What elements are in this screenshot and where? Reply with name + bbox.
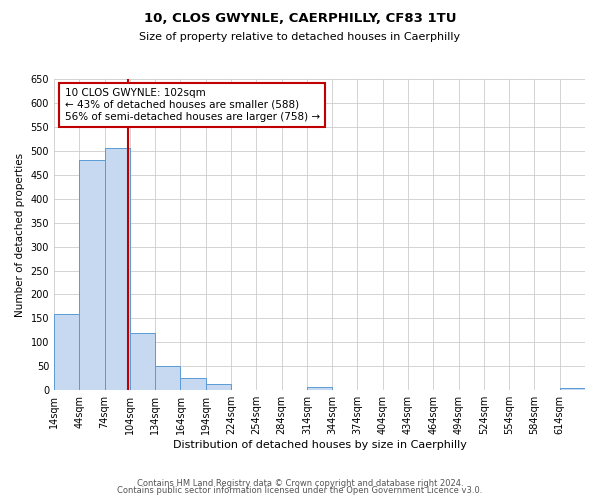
Text: 10 CLOS GWYNLE: 102sqm
← 43% of detached houses are smaller (588)
56% of semi-de: 10 CLOS GWYNLE: 102sqm ← 43% of detached…: [65, 88, 320, 122]
Bar: [104, 148, 130, 390]
Bar: [206, 384, 231, 390]
Bar: [130, 333, 155, 390]
Text: Contains public sector information licensed under the Open Government Licence v3: Contains public sector information licen…: [118, 486, 482, 495]
Bar: [155, 366, 181, 390]
Bar: [307, 387, 332, 390]
Bar: [54, 314, 79, 390]
Bar: [181, 378, 206, 390]
Text: Contains HM Land Registry data © Crown copyright and database right 2024.: Contains HM Land Registry data © Crown c…: [137, 478, 463, 488]
Text: Size of property relative to detached houses in Caerphilly: Size of property relative to detached ho…: [139, 32, 461, 42]
X-axis label: Distribution of detached houses by size in Caerphilly: Distribution of detached houses by size …: [173, 440, 466, 450]
Bar: [560, 388, 585, 390]
Bar: [79, 160, 104, 390]
Text: 10, CLOS GWYNLE, CAERPHILLY, CF83 1TU: 10, CLOS GWYNLE, CAERPHILLY, CF83 1TU: [144, 12, 456, 26]
Y-axis label: Number of detached properties: Number of detached properties: [15, 152, 25, 316]
